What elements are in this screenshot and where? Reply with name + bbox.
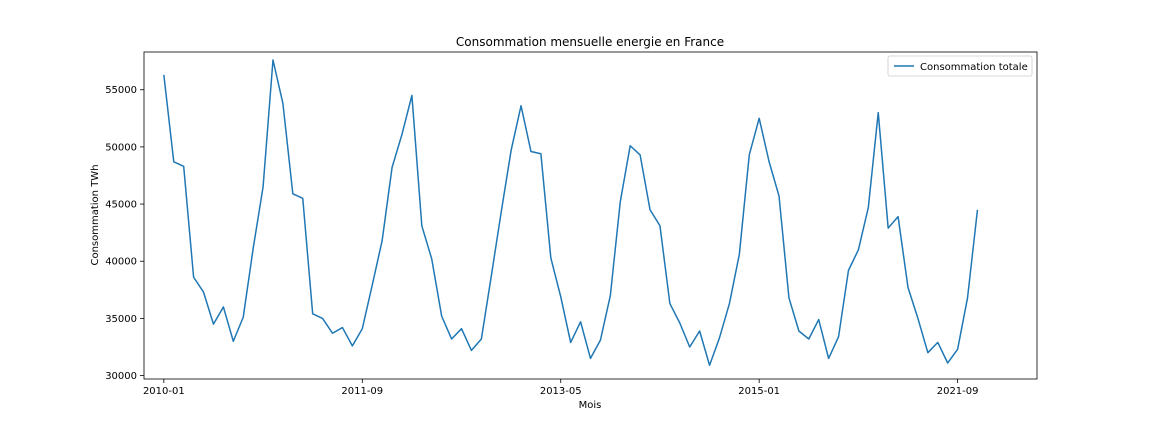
plot-frame xyxy=(143,51,1038,380)
y-tick-label: 40000 xyxy=(105,257,137,268)
series-group xyxy=(163,59,979,367)
y-tick-label: 55000 xyxy=(105,85,137,96)
legend-label: Consommation totale xyxy=(920,62,1028,73)
y-axis-label: Consommation TWh xyxy=(90,164,101,265)
y-tick-label: 50000 xyxy=(105,142,137,153)
series-line xyxy=(163,59,979,367)
x-axis-label: Mois xyxy=(579,400,602,411)
x-axis-ticks: 2010-01 2011-09 2013-05 2015-01 2021-09 xyxy=(143,379,979,397)
x-tick-label: 2015-01 xyxy=(738,386,780,397)
x-tick-label: 2013-05 xyxy=(540,386,582,397)
y-tick-label: 45000 xyxy=(105,200,137,211)
y-tick-label: 30000 xyxy=(105,371,137,382)
x-tick-label: 2010-01 xyxy=(143,386,185,397)
x-tick-label: 2021-09 xyxy=(937,386,979,397)
plot-area xyxy=(144,52,1037,379)
chart-title: Consommation mensuelle energie en France xyxy=(456,35,724,49)
y-axis-ticks: 30000 35000 40000 45000 50000 55000 xyxy=(105,85,144,382)
x-tick-label: 2011-09 xyxy=(341,386,383,397)
y-tick-label: 35000 xyxy=(105,314,137,325)
legend: Consommation totale xyxy=(887,55,1033,77)
legend-box xyxy=(887,55,1033,77)
